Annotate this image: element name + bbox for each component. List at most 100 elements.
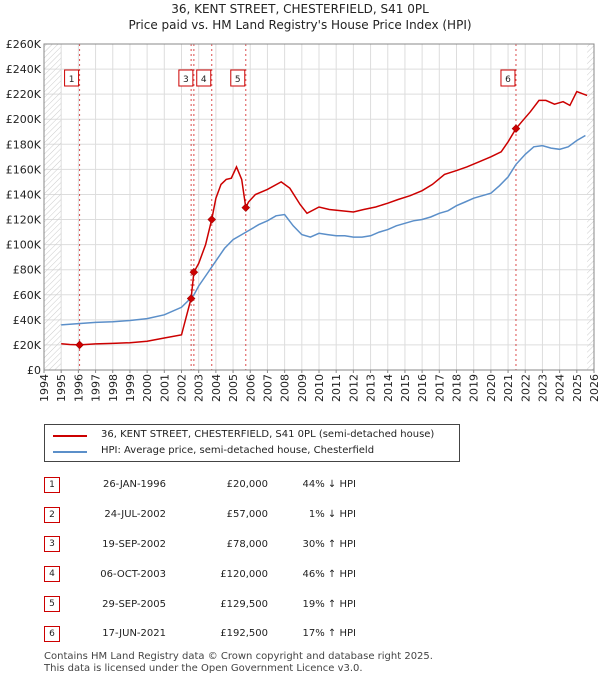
y-tick-label: £260K — [6, 38, 42, 51]
sale-number: 2 — [44, 507, 60, 523]
x-tick-label: 2001 — [158, 374, 171, 402]
x-tick-label: 2024 — [554, 374, 567, 402]
price-chart: 13456 £0£20K£40K£60K£80K£100K£120K£140K£… — [0, 0, 600, 420]
sale-label-box: 4 — [197, 70, 211, 86]
y-tick-label: £60K — [13, 289, 42, 302]
x-tick-label: 2012 — [347, 374, 360, 402]
sale-hpi-diff-cell: 46% ↑ HPI — [268, 559, 356, 589]
y-tick-label: £140K — [6, 188, 42, 201]
sale-hpi-diff-cell: 17% ↑ HPI — [268, 619, 356, 649]
footer-copyright: Contains HM Land Registry data © Crown c… — [44, 651, 433, 663]
y-tick-label: £160K — [6, 163, 42, 176]
x-tick-label: 2014 — [382, 374, 395, 402]
legend-swatch-hpi — [53, 451, 87, 453]
sale-hpi-diff: 19% ↑ HPI — [303, 599, 356, 610]
y-tick-label: £180K — [6, 138, 42, 151]
x-tick-label: 1999 — [124, 374, 137, 402]
sale-price-cell: £20,000 — [166, 470, 268, 500]
x-tick-label: 2018 — [451, 374, 464, 402]
x-tick-label: 2021 — [502, 374, 515, 402]
sale-date-cell: 17-JUN-2021 — [76, 619, 166, 649]
sale-price: £78,000 — [227, 539, 268, 550]
x-tick-label: 2009 — [296, 374, 309, 402]
x-tick-label: 2007 — [261, 374, 274, 402]
y-tick-label: £120K — [6, 214, 42, 227]
legend-label-hpi: HPI: Average price, semi-detached house,… — [101, 443, 374, 459]
sale-date-cell: 19-SEP-2002 — [76, 530, 166, 560]
sale-number-cell: 5 — [40, 589, 76, 619]
x-tick-label: 2008 — [279, 374, 292, 402]
table-row: 2 24-JUL-2002 £57,000 1% ↓ HPI — [40, 500, 356, 530]
x-tick-label: 2004 — [210, 374, 223, 402]
footer: Contains HM Land Registry data © Crown c… — [44, 651, 433, 675]
sale-hpi-diff: 1% ↓ HPI — [309, 509, 356, 520]
y-tick-label: £20K — [13, 339, 42, 352]
sale-hpi-diff-cell: 19% ↑ HPI — [268, 589, 356, 619]
x-tick-label: 2026 — [588, 374, 600, 402]
sale-hpi-diff-cell: 44% ↓ HPI — [268, 470, 356, 500]
x-tick-label: 1994 — [38, 374, 51, 402]
table-row: 1 26-JAN-1996 £20,000 44% ↓ HPI — [40, 470, 356, 500]
sale-number-cell: 6 — [40, 619, 76, 649]
sale-number: 1 — [44, 477, 60, 493]
sale-price-cell: £129,500 — [166, 589, 268, 619]
y-tick-label: £40K — [13, 314, 42, 327]
sale-hpi-diff: 17% ↑ HPI — [303, 628, 356, 639]
sale-hpi-diff: 46% ↑ HPI — [303, 569, 356, 580]
sale-price: £192,500 — [220, 628, 268, 639]
legend-item-property: 36, KENT STREET, CHESTERFIELD, S41 0PL (… — [53, 427, 453, 443]
sale-number: 5 — [44, 596, 60, 612]
sale-hpi-diff-cell: 1% ↓ HPI — [268, 500, 356, 530]
sale-label-text: 1 — [69, 75, 75, 85]
x-tick-label: 2010 — [313, 374, 326, 402]
sale-label-text: 5 — [235, 75, 241, 85]
x-tick-label: 2003 — [193, 374, 206, 402]
sale-label-box: 6 — [501, 70, 515, 86]
table-row: 4 06-OCT-2003 £120,000 46% ↑ HPI — [40, 559, 356, 589]
sale-hpi-diff: 30% ↑ HPI — [303, 539, 356, 550]
hatch-right — [587, 44, 594, 370]
sale-label-box: 5 — [231, 70, 245, 86]
x-tick-label: 2013 — [365, 374, 378, 402]
sale-label-text: 6 — [505, 75, 511, 85]
y-tick-label: £220K — [6, 88, 42, 101]
sale-number: 3 — [44, 536, 60, 552]
x-tick-label: 1995 — [55, 374, 68, 402]
x-tick-label: 2002 — [176, 374, 189, 402]
sale-number-cell: 1 — [40, 470, 76, 500]
footer-licence: This data is licensed under the Open Gov… — [44, 663, 433, 675]
y-tick-label: £240K — [6, 63, 42, 76]
table-row: 6 17-JUN-2021 £192,500 17% ↑ HPI — [40, 619, 356, 649]
x-tick-label: 2017 — [433, 374, 446, 402]
sale-price: £120,000 — [220, 569, 268, 580]
sale-number-cell: 4 — [40, 559, 76, 589]
sale-label-text: 4 — [201, 75, 207, 85]
sale-date: 06-OCT-2003 — [100, 569, 166, 580]
x-tick-label: 2020 — [485, 374, 498, 402]
x-tick-label: 1997 — [90, 374, 103, 402]
sale-date-cell: 26-JAN-1996 — [76, 470, 166, 500]
legend: 36, KENT STREET, CHESTERFIELD, S41 0PL (… — [44, 424, 460, 462]
sale-date: 24-JUL-2002 — [104, 509, 166, 520]
sale-number: 6 — [44, 626, 60, 642]
sale-date: 26-JAN-1996 — [103, 479, 166, 490]
y-tick-label: £100K — [6, 239, 42, 252]
legend-label-property: 36, KENT STREET, CHESTERFIELD, S41 0PL (… — [101, 427, 434, 443]
sale-hpi-diff-cell: 30% ↑ HPI — [268, 530, 356, 560]
sale-date: 17-JUN-2021 — [102, 628, 166, 639]
table-row: 5 29-SEP-2005 £129,500 19% ↑ HPI — [40, 589, 356, 619]
sale-date: 29-SEP-2005 — [102, 599, 166, 610]
y-tick-label: £200K — [6, 113, 42, 126]
sale-price: £57,000 — [227, 509, 268, 520]
x-tick-label: 1996 — [72, 374, 85, 402]
x-tick-label: 2006 — [244, 374, 257, 402]
sale-date-cell: 06-OCT-2003 — [76, 559, 166, 589]
x-tick-label: 2025 — [571, 374, 584, 402]
sale-hpi-diff: 44% ↓ HPI — [303, 479, 356, 490]
sale-number: 4 — [44, 566, 60, 582]
x-tick-label: 2000 — [141, 374, 154, 402]
sale-price: £20,000 — [227, 479, 268, 490]
legend-swatch-property — [53, 435, 87, 437]
sale-number-cell: 2 — [40, 500, 76, 530]
sale-date-cell: 29-SEP-2005 — [76, 589, 166, 619]
